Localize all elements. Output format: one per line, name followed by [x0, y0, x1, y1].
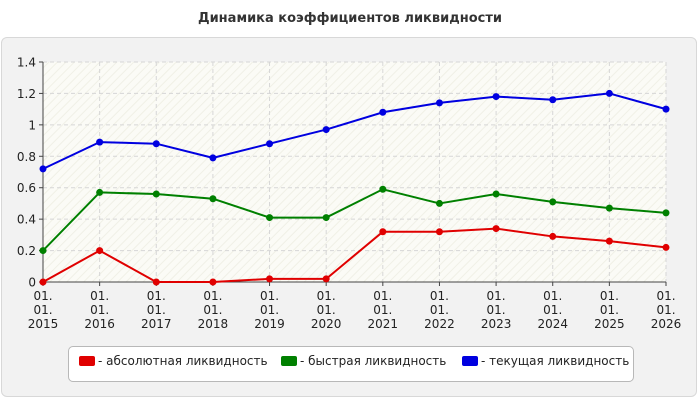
legend-swatch — [79, 356, 95, 366]
legend-swatch — [281, 356, 297, 366]
data-point — [322, 275, 330, 283]
series-1 — [39, 225, 670, 286]
x-tick-label: 01. 01. 2016 — [84, 289, 115, 331]
y-tick-label: 0.4 — [17, 213, 36, 227]
data-point — [39, 278, 47, 286]
chart-title: Динамика коэффициентов ликвидности — [198, 11, 502, 26]
data-point — [435, 199, 443, 207]
data-point — [322, 126, 330, 134]
y-tick-label: 1.4 — [17, 56, 36, 70]
data-point — [549, 232, 557, 240]
data-point — [605, 204, 613, 212]
grid — [43, 61, 667, 283]
series-line — [42, 92, 667, 170]
data-point — [96, 247, 104, 255]
data-point — [39, 247, 47, 255]
legend: - абсолютная ликвидность - быстрая ликвид… — [68, 346, 634, 382]
x-tick-label: 01. 01. 2026 — [651, 289, 682, 331]
y-tick-label: 0.6 — [17, 181, 36, 195]
data-point — [435, 228, 443, 236]
y-tick-labels: 0 0.2 0.4 0.6 0.8 1 1.2 1.4 — [17, 56, 36, 290]
data-point — [152, 278, 160, 286]
x-tick-label: 01. 01. 2019 — [254, 289, 285, 331]
data-point — [96, 188, 104, 196]
x-tick-label: 01. 01. 2017 — [141, 289, 172, 331]
legend-label: - быстрая ликвидность — [300, 354, 447, 368]
data-point — [152, 140, 160, 148]
data-point — [379, 108, 387, 116]
data-point — [209, 195, 217, 203]
plot-hatch — [43, 62, 666, 282]
data-point — [209, 154, 217, 162]
x-tick-label: 01. 01. 2020 — [311, 289, 342, 331]
data-point — [39, 165, 47, 173]
legend-item: - текущая ликвидность — [462, 354, 629, 368]
x-tick-label: 01. 01. 2021 — [368, 289, 399, 331]
x-tick-labels: 01. 01. 2015 01. 01. 2016 01. 01. 2017 01. 01. 2018… — [28, 289, 682, 331]
data-point — [266, 140, 274, 148]
data-point — [492, 225, 500, 233]
data-point — [492, 190, 500, 198]
data-point — [435, 99, 443, 107]
x-tick-label: 01. 01. 2023 — [481, 289, 512, 331]
data-point — [549, 96, 557, 104]
series-3 — [39, 89, 670, 173]
legend-item: - абсолютная ликвидность — [79, 354, 268, 368]
series — [39, 89, 670, 286]
data-point — [266, 275, 274, 283]
data-point — [662, 209, 670, 217]
legend-swatch — [462, 356, 478, 366]
data-point — [209, 278, 217, 286]
data-point — [152, 190, 160, 198]
x-tick-label: 01. 01. 2015 — [28, 289, 59, 331]
x-tick-label: 01. 01. 2018 — [198, 289, 229, 331]
series-2 — [39, 185, 670, 255]
series-line — [42, 188, 667, 252]
x-tick-label: 01. 01. 2024 — [537, 289, 568, 331]
legend-label: - абсолютная ликвидность — [98, 354, 268, 368]
data-point — [662, 105, 670, 113]
legend-label: - текущая ликвидность — [481, 354, 630, 368]
data-point — [322, 214, 330, 222]
data-point — [266, 214, 274, 222]
data-point — [379, 228, 387, 236]
y-tick-label: 0.2 — [17, 244, 36, 258]
data-point — [492, 93, 500, 101]
data-point — [549, 198, 557, 206]
series-line — [42, 227, 667, 283]
y-tick-label: 1 — [28, 118, 36, 132]
x-tick-label: 01. 01. 2025 — [594, 289, 625, 331]
data-point — [96, 138, 104, 146]
data-point — [662, 243, 670, 251]
legend-item: - быстрая ликвидность — [281, 354, 446, 368]
data-point — [605, 89, 613, 97]
y-tick-label: 0.8 — [17, 150, 36, 164]
plot-area — [43, 62, 666, 282]
x-tick-label: 01. 01. 2022 — [424, 289, 455, 331]
data-point — [605, 237, 613, 245]
y-tick-label: 0 — [28, 276, 36, 290]
y-tick-label: 1.2 — [17, 87, 36, 101]
data-point — [379, 185, 387, 193]
